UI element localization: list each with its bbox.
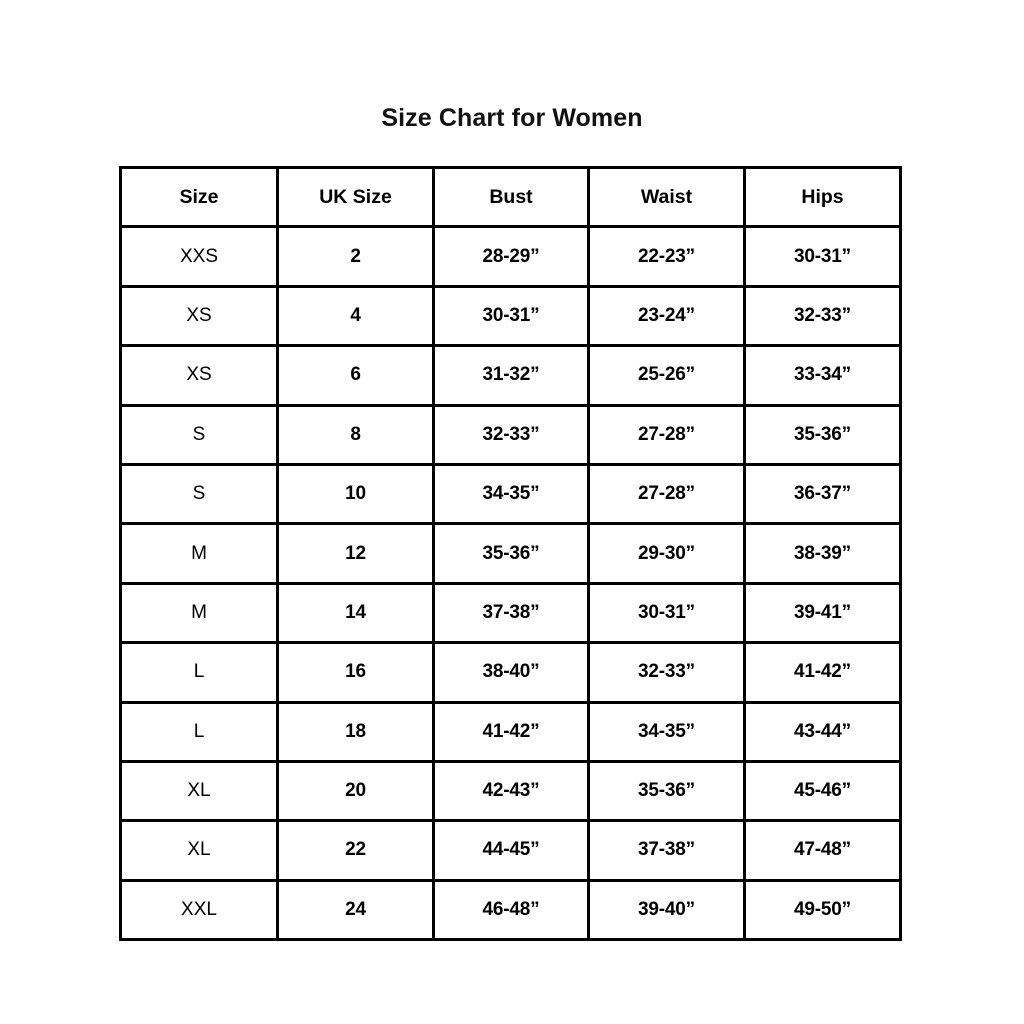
cell-waist: 35-36” (587, 759, 746, 823)
table-row: XS 6 31-32” 25-26” 33-34” (119, 344, 902, 407)
cell-uk-size: 4 (276, 284, 435, 348)
cell-size: XXS (119, 225, 279, 288)
column-header-hips: Hips (743, 165, 902, 229)
cell-size: L (119, 641, 279, 704)
cell-uk-size: 12 (276, 522, 435, 585)
cell-waist: 37-38” (587, 819, 746, 882)
cell-hips: 45-46” (743, 759, 902, 823)
size-chart-table: Size UK Size Bust Waist Hips XXS 2 28-29” 2… (119, 165, 902, 942)
cell-bust: 46-48” (432, 878, 590, 942)
cell-hips: 33-34” (743, 344, 902, 407)
column-header-waist: Waist (587, 165, 746, 229)
cell-size: S (119, 403, 279, 466)
table-row: XXL 24 46-48” 39-40” 49-50” (119, 878, 902, 942)
table-row: L 16 38-40” 32-33” 41-42” (119, 641, 902, 704)
cell-waist: 32-33” (587, 641, 746, 704)
cell-bust: 44-45” (432, 819, 590, 882)
cell-waist: 27-28” (587, 403, 746, 466)
cell-waist: 29-30” (587, 522, 746, 585)
cell-bust: 35-36” (432, 522, 590, 585)
cell-bust: 41-42” (432, 700, 590, 763)
cell-hips: 41-42” (743, 641, 902, 704)
cell-size: XS (119, 284, 279, 348)
cell-uk-size: 8 (276, 403, 435, 466)
table-row: XS 4 30-31” 23-24” 32-33” (119, 284, 902, 348)
cell-size: M (119, 522, 279, 585)
table-row: XL 22 44-45” 37-38” 47-48” (119, 819, 902, 882)
table-row: S 8 32-33” 27-28” 35-36” (119, 403, 902, 466)
cell-uk-size: 6 (276, 344, 435, 407)
cell-bust: 31-32” (432, 344, 590, 407)
cell-uk-size: 10 (276, 462, 435, 526)
cell-size: XL (119, 819, 279, 882)
cell-size: XL (119, 759, 279, 823)
column-header-bust: Bust (432, 165, 590, 229)
cell-size: XS (119, 344, 279, 407)
table-row: XL 20 42-43” 35-36” 45-46” (119, 759, 902, 823)
cell-bust: 34-35” (432, 462, 590, 526)
cell-waist: 34-35” (587, 700, 746, 763)
cell-waist: 25-26” (587, 344, 746, 407)
cell-bust: 42-43” (432, 759, 590, 823)
table-body: XXS 2 28-29” 22-23” 30-31” XS 4 30-31” 23-24” 32-… (119, 225, 902, 942)
cell-hips: 30-31” (743, 225, 902, 288)
table-row: M 14 37-38” 30-31” 39-41” (119, 581, 902, 645)
table-row: S 10 34-35” 27-28” 36-37” (119, 462, 902, 526)
cell-size: XXL (119, 878, 279, 942)
cell-hips: 43-44” (743, 700, 902, 763)
cell-size: S (119, 462, 279, 526)
cell-hips: 36-37” (743, 462, 902, 526)
cell-uk-size: 22 (276, 819, 435, 882)
cell-bust: 30-31” (432, 284, 590, 348)
cell-bust: 32-33” (432, 403, 590, 466)
cell-hips: 38-39” (743, 522, 902, 585)
cell-hips: 49-50” (743, 878, 902, 942)
cell-waist: 23-24” (587, 284, 746, 348)
cell-uk-size: 24 (276, 878, 435, 942)
cell-bust: 37-38” (432, 581, 590, 645)
cell-waist: 39-40” (587, 878, 746, 942)
cell-bust: 38-40” (432, 641, 590, 704)
cell-uk-size: 20 (276, 759, 435, 823)
cell-waist: 30-31” (587, 581, 746, 645)
column-header-size: Size (119, 165, 279, 229)
table-row: L 18 41-42” 34-35” 43-44” (119, 700, 902, 763)
cell-uk-size: 18 (276, 700, 435, 763)
cell-uk-size: 14 (276, 581, 435, 645)
cell-hips: 47-48” (743, 819, 902, 882)
table-header-row: Size UK Size Bust Waist Hips (119, 165, 902, 229)
page-title: Size Chart for Women (381, 104, 643, 132)
cell-uk-size: 16 (276, 641, 435, 704)
cell-hips: 32-33” (743, 284, 902, 348)
cell-size: L (119, 700, 279, 763)
cell-waist: 22-23” (587, 225, 746, 288)
cell-hips: 35-36” (743, 403, 902, 466)
cell-uk-size: 2 (276, 225, 435, 288)
cell-hips: 39-41” (743, 581, 902, 645)
column-header-uk-size: UK Size (276, 165, 435, 229)
table-row: M 12 35-36” 29-30” 38-39” (119, 522, 902, 585)
table-row: XXS 2 28-29” 22-23” 30-31” (119, 225, 902, 288)
cell-size: M (119, 581, 279, 645)
cell-bust: 28-29” (432, 225, 590, 288)
cell-waist: 27-28” (587, 462, 746, 526)
